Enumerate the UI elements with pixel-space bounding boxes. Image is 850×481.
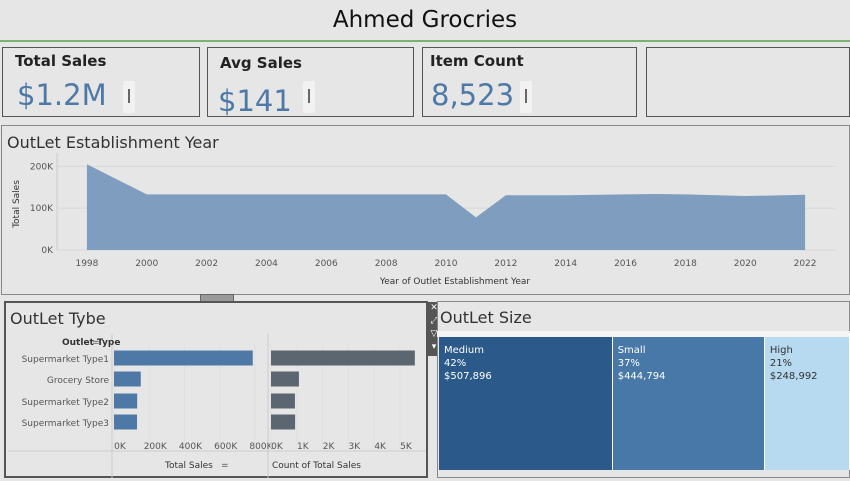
x-tick-label: 2022 xyxy=(794,259,817,269)
kpi-label: Total Sales xyxy=(15,52,107,70)
close-icon[interactable]: ✕ xyxy=(430,303,438,313)
treemap-percent: 21% xyxy=(769,358,793,369)
treemap-value: $248,992 xyxy=(769,371,818,382)
treemap-label: Small xyxy=(617,345,646,356)
drag-handle-icon[interactable] xyxy=(520,81,532,113)
treemap-value: $444,794 xyxy=(617,371,666,382)
kpi-avg-sales[interactable]: Avg Sales $141 xyxy=(207,47,414,118)
y-axis-title: Total Sales xyxy=(12,180,22,229)
x-tick-label: 2008 xyxy=(375,259,398,269)
x-tick-label: 0K xyxy=(114,442,127,452)
more-options-icon[interactable]: ▾ xyxy=(431,342,437,352)
y-tick-label: 200K xyxy=(30,162,54,172)
treemap-cell-small[interactable]: Small 37% $444,794 xyxy=(612,337,765,470)
drag-handle-icon[interactable] xyxy=(123,81,135,113)
y-tick-label: 0K xyxy=(41,246,54,256)
x-axis-title: Year of Outlet Establishment Year xyxy=(379,277,530,287)
treemap-label: Medium xyxy=(444,345,484,356)
area-chart[interactable]: 200K 100K 0K 1998 2000 2002 2004 2006 2008 2010 20… xyxy=(0,125,850,295)
bar-count[interactable] xyxy=(271,393,295,409)
treemap-cell-medium[interactable]: Medium 42% $507,896 xyxy=(439,337,613,470)
bar-count[interactable] xyxy=(271,371,299,387)
x-tick-label: 4K xyxy=(374,442,387,452)
category-label: Grocery Store xyxy=(47,376,110,386)
outlet-type-panel[interactable]: OutLet Tybe xyxy=(4,301,428,478)
kpi-label: Avg Sales xyxy=(220,54,302,72)
y-tick-label: 100K xyxy=(30,204,54,214)
x-tick-label: 2012 xyxy=(494,259,517,269)
bar-count[interactable] xyxy=(271,414,296,430)
x-tick-label: 5K xyxy=(400,442,413,452)
sort-icon[interactable]: = xyxy=(221,461,229,471)
x-tick-label: 2016 xyxy=(614,259,637,269)
kpi-value: $1.2M xyxy=(17,78,107,112)
treemap-percent: 37% xyxy=(617,358,640,369)
panel-title: OutLet Size xyxy=(440,308,532,327)
x-tick-label: 2000 xyxy=(135,259,158,269)
kpi-value: 8,523 xyxy=(431,78,515,112)
kpi-item-count[interactable]: Item Count 8,523 xyxy=(422,47,637,117)
dashboard-title-bar: Ahmed Grocries xyxy=(0,0,850,42)
dashboard-title: Ahmed Grocries xyxy=(332,7,518,33)
treemap-label: High xyxy=(769,345,793,356)
dim-header: Outlet Type xyxy=(62,338,120,348)
treemap-percent: 42% xyxy=(444,358,467,369)
kpi-empty-card xyxy=(646,47,850,117)
x-tick-label: 3K xyxy=(349,442,362,452)
expand-icon[interactable]: ⤢ xyxy=(430,316,438,326)
area-series[interactable] xyxy=(86,164,806,250)
x-tick-label: 800K xyxy=(249,442,273,452)
bar-total-sales[interactable] xyxy=(114,371,141,387)
x-tick-label: 2006 xyxy=(315,259,338,269)
filter-icon[interactable]: ▽ xyxy=(430,329,438,339)
bar-count[interactable] xyxy=(271,350,415,366)
panel-title: OutLet Establishment Year xyxy=(7,133,219,152)
x-tick-label: 600K xyxy=(214,442,238,452)
sort-icon[interactable]: = xyxy=(92,338,100,348)
category-label: Supermarket Type1 xyxy=(22,355,109,365)
x-tick-label: 400K xyxy=(179,442,203,452)
category-label: Supermarket Type3 xyxy=(22,419,109,429)
x1-axis-title: Total Sales xyxy=(164,461,213,471)
bar-total-sales[interactable] xyxy=(114,350,253,366)
x-tick-label: 200K xyxy=(144,442,168,452)
x-tick-label: 2020 xyxy=(734,259,757,269)
x-tick-label: 2004 xyxy=(255,259,278,269)
x-tick-label: 1K xyxy=(297,442,310,452)
kpi-total-sales[interactable]: Total Sales $1.2M xyxy=(2,47,200,117)
bar-total-sales[interactable] xyxy=(114,414,138,430)
drag-handle-icon[interactable] xyxy=(303,81,315,113)
x-tick-label: 2014 xyxy=(554,259,577,269)
treemap-value: $507,896 xyxy=(444,371,492,382)
bar-total-sales[interactable] xyxy=(114,393,138,409)
x-tick-label: 2018 xyxy=(674,259,697,269)
kpi-value: $141 xyxy=(218,84,292,118)
x-tick-label: 2010 xyxy=(435,259,458,269)
x-tick-label: 0K xyxy=(271,442,284,452)
outlet-type-chart[interactable]: Outlet Type = Total Sales = Count of Tot… xyxy=(0,301,430,481)
x-tick-label: 2K xyxy=(323,442,336,452)
category-label: Supermarket Type2 xyxy=(22,398,109,408)
kpi-label: Item Count xyxy=(430,52,524,70)
x2-axis-title: Count of Total Sales xyxy=(272,461,361,471)
treemap-cell-high[interactable]: High 21% $248,992 xyxy=(764,337,850,470)
x-tick-label: 1998 xyxy=(75,259,98,269)
panel-title: OutLet Tybe xyxy=(10,309,106,328)
x-tick-label: 2002 xyxy=(195,259,218,269)
treemap-top-strip xyxy=(437,331,850,337)
